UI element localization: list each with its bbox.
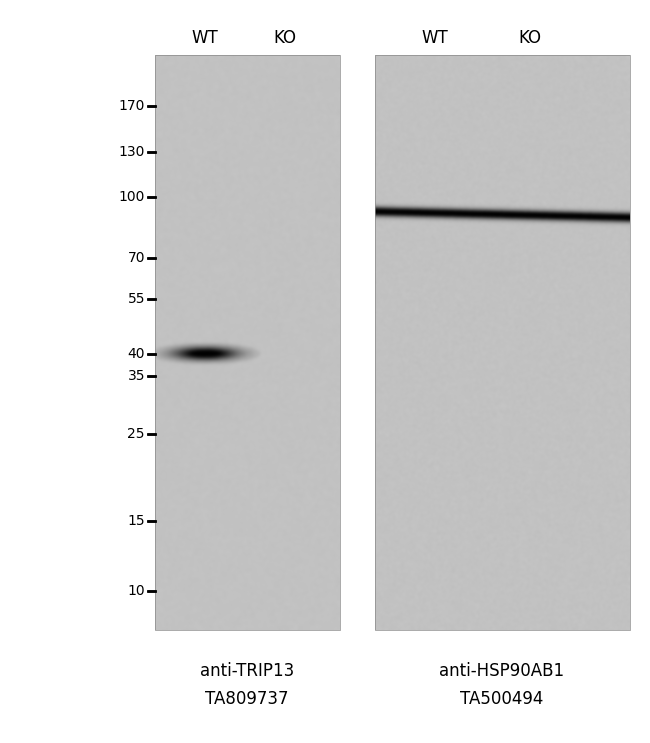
Text: 40: 40 [127, 346, 145, 360]
Bar [155, 55, 340, 630]
Text: 25: 25 [127, 427, 145, 441]
Text: WT: WT [422, 29, 448, 47]
Text: TA500494: TA500494 [460, 690, 543, 708]
Text: 35: 35 [127, 369, 145, 383]
Text: 130: 130 [118, 145, 145, 159]
Text: 100: 100 [118, 189, 145, 204]
Text: 170: 170 [118, 99, 145, 113]
Bar [375, 55, 630, 630]
Text: KO: KO [274, 29, 296, 47]
Text: anti-TRIP13: anti-TRIP13 [200, 662, 294, 680]
Text: TA809737: TA809737 [205, 690, 289, 708]
Text: 70: 70 [127, 251, 145, 265]
Text: 10: 10 [127, 583, 145, 597]
Text: WT: WT [192, 29, 218, 47]
Text: KO: KO [519, 29, 541, 47]
Text: 15: 15 [127, 514, 145, 528]
Text: 55: 55 [127, 292, 145, 306]
Text: anti-HSP90AB1: anti-HSP90AB1 [439, 662, 565, 680]
